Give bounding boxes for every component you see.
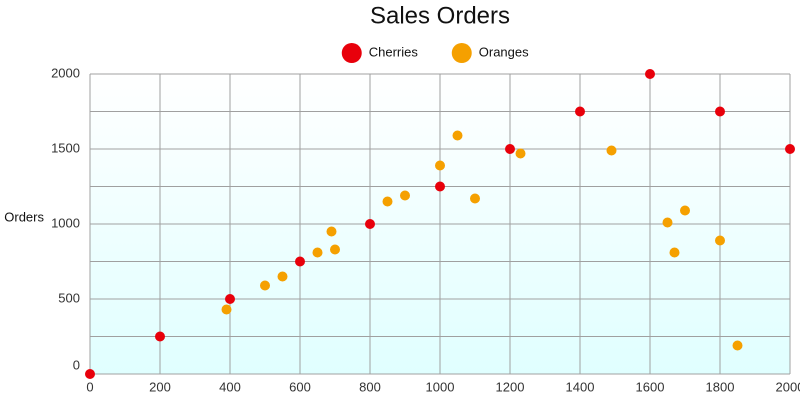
data-point (260, 280, 270, 291)
data-point (435, 181, 445, 192)
data-point (645, 69, 655, 79)
data-point (606, 145, 617, 156)
data-point (326, 226, 337, 237)
data-point (330, 244, 340, 255)
x-tick-label: 2000 (776, 379, 800, 394)
data-point (732, 340, 743, 351)
y-tick-label: 2000 (51, 65, 80, 80)
data-point (452, 130, 463, 141)
x-tick-label: 200 (149, 379, 171, 394)
chart-title: Sales Orders (370, 2, 510, 29)
data-point (295, 256, 305, 267)
data-point (715, 106, 725, 117)
data-point (155, 331, 165, 342)
data-point (470, 193, 480, 204)
data-point (505, 144, 515, 154)
x-tick-label: 1000 (426, 379, 455, 394)
data-point (515, 148, 526, 159)
y-tick-label: 1500 (51, 140, 80, 155)
data-point (277, 271, 288, 282)
legend-label[interactable]: Cherries (369, 44, 419, 59)
x-tick-label: 1200 (496, 379, 525, 394)
data-point (365, 219, 375, 229)
data-point (669, 247, 680, 258)
data-point (435, 160, 445, 171)
y-tick-label: 500 (58, 290, 80, 305)
y-axis-title: Orders (4, 209, 44, 224)
data-point (85, 369, 95, 379)
data-point (400, 190, 410, 201)
y-tick-label: 0 (73, 357, 80, 372)
data-point (382, 196, 393, 207)
data-point (221, 304, 232, 315)
data-point (715, 235, 725, 246)
x-tick-label: 1400 (566, 379, 595, 394)
x-tick-label: 600 (289, 379, 311, 394)
data-point (312, 247, 323, 258)
x-tick-label: 1800 (706, 379, 735, 394)
x-tick-label: 400 (219, 379, 241, 394)
x-tick-label: 1600 (636, 379, 665, 394)
legend-marker (451, 43, 472, 63)
data-point (785, 144, 795, 154)
data-point (225, 294, 235, 304)
data-point (662, 217, 673, 228)
data-point (680, 205, 690, 216)
y-tick-label: 1000 (51, 215, 80, 230)
legend-label[interactable]: Oranges (479, 44, 529, 59)
data-point (575, 106, 585, 117)
x-tick-label: 800 (359, 379, 381, 394)
legend-marker (341, 43, 362, 63)
x-tick-label: 0 (86, 379, 93, 394)
